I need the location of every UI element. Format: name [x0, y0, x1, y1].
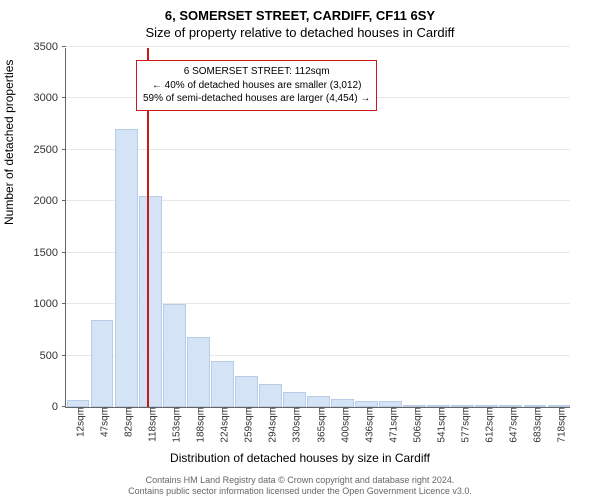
histogram-bar [187, 337, 210, 407]
x-tick-label: 12sqm [70, 407, 87, 437]
y-tick-mark [62, 46, 66, 47]
y-tick-mark [62, 97, 66, 98]
histogram-bar [259, 384, 282, 407]
x-tick-label: 612sqm [478, 407, 495, 443]
footer-line-1: Contains HM Land Registry data © Crown c… [0, 475, 600, 487]
y-tick-label: 2500 [34, 144, 66, 156]
x-tick-mark [319, 407, 320, 411]
y-tick-label: 2000 [34, 195, 66, 207]
y-tick-label: 3000 [34, 92, 66, 104]
histogram-bar [331, 399, 354, 407]
histogram-bar [67, 400, 90, 407]
x-tick-label: 471sqm [382, 407, 399, 443]
x-tick-label: 118sqm [142, 407, 159, 442]
annotation-line: 6 SOMERSET STREET: 112sqm [143, 65, 370, 79]
y-tick-label: 0 [52, 401, 66, 413]
x-tick-label: 330sqm [286, 407, 303, 443]
x-tick-mark [198, 407, 199, 411]
footer-line-2: Contains public sector information licen… [0, 486, 600, 498]
x-tick-label: 47sqm [94, 407, 111, 437]
x-tick-mark [415, 407, 416, 411]
y-tick-mark [62, 149, 66, 150]
y-tick-label: 500 [40, 350, 66, 362]
x-tick-label: 577sqm [454, 407, 471, 443]
x-tick-mark [439, 407, 440, 411]
x-tick-mark [174, 407, 175, 411]
x-tick-mark [150, 407, 151, 411]
x-tick-label: 153sqm [166, 407, 183, 443]
x-tick-label: 436sqm [358, 407, 375, 443]
y-tick-label: 1500 [34, 247, 66, 259]
x-tick-mark [391, 407, 392, 411]
x-tick-label: 683sqm [526, 407, 543, 443]
x-tick-mark [535, 407, 536, 411]
x-tick-label: 294sqm [262, 407, 279, 443]
histogram-bar [235, 376, 258, 407]
gridline [66, 149, 570, 150]
x-tick-label: 259sqm [238, 407, 255, 443]
x-tick-mark [511, 407, 512, 411]
histogram-bar [307, 396, 330, 407]
x-tick-mark [78, 407, 79, 411]
y-tick-mark [62, 355, 66, 356]
annotation-line: 59% of semi-detached houses are larger (… [143, 92, 370, 106]
y-tick-mark [62, 406, 66, 407]
title-sub: Size of property relative to detached ho… [0, 23, 600, 40]
x-tick-mark [487, 407, 488, 411]
footer-attribution: Contains HM Land Registry data © Crown c… [0, 475, 600, 498]
histogram-bar [283, 392, 306, 407]
x-tick-mark [246, 407, 247, 411]
histogram-bar [91, 320, 114, 407]
x-tick-mark [294, 407, 295, 411]
x-tick-mark [559, 407, 560, 411]
x-tick-label: 718sqm [550, 407, 567, 443]
x-axis-label: Distribution of detached houses by size … [0, 451, 600, 465]
histogram-chart: 050010001500200025003000350012sqm47sqm82… [65, 48, 570, 408]
x-tick-label: 188sqm [190, 407, 207, 443]
y-tick-mark [62, 303, 66, 304]
x-tick-label: 400sqm [334, 407, 351, 443]
x-tick-mark [343, 407, 344, 411]
x-tick-mark [126, 407, 127, 411]
histogram-bar [115, 129, 138, 407]
x-tick-mark [463, 407, 464, 411]
x-tick-mark [367, 407, 368, 411]
x-tick-mark [270, 407, 271, 411]
y-axis-label: Number of detached properties [2, 60, 16, 225]
y-tick-label: 1000 [34, 298, 66, 310]
histogram-bar [211, 361, 234, 407]
y-tick-mark [62, 252, 66, 253]
x-tick-label: 365sqm [310, 407, 327, 443]
x-tick-label: 224sqm [214, 407, 231, 443]
histogram-bar [163, 304, 186, 407]
x-tick-mark [222, 407, 223, 411]
x-tick-label: 506sqm [406, 407, 423, 443]
annotation-box: 6 SOMERSET STREET: 112sqm← 40% of detach… [136, 60, 377, 111]
y-tick-mark [62, 200, 66, 201]
x-tick-label: 647sqm [502, 407, 519, 443]
histogram-bar [139, 196, 162, 407]
x-tick-label: 541sqm [430, 407, 447, 443]
annotation-line: ← 40% of detached houses are smaller (3,… [143, 79, 370, 93]
title-main: 6, SOMERSET STREET, CARDIFF, CF11 6SY [0, 0, 600, 23]
x-tick-label: 82sqm [118, 407, 135, 437]
gridline [66, 46, 570, 47]
y-tick-label: 3500 [34, 41, 66, 53]
x-tick-mark [102, 407, 103, 411]
